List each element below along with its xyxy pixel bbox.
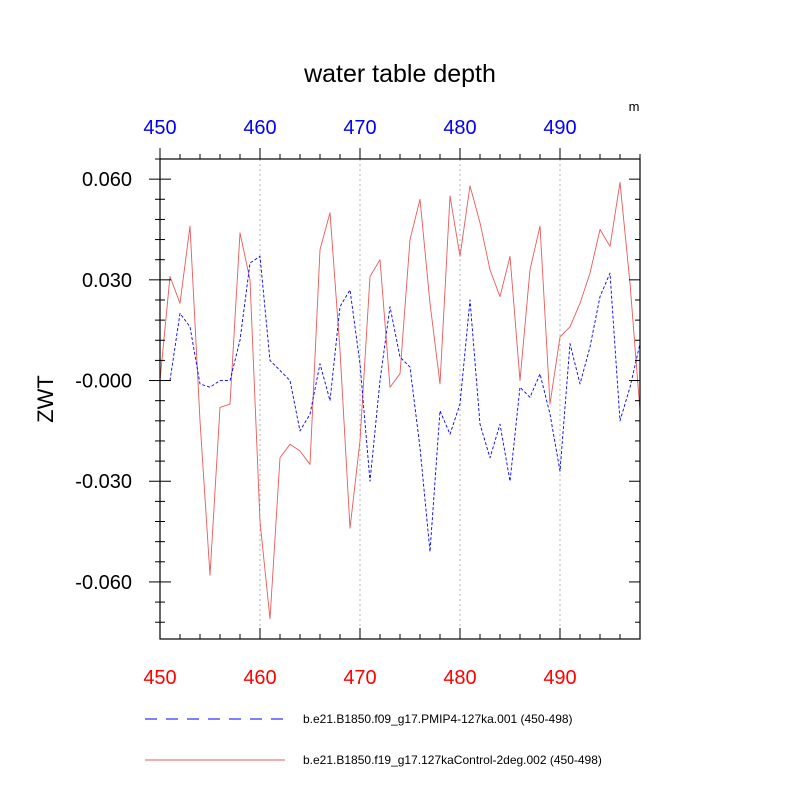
grid-layer [259, 159, 561, 639]
y-tick-label: 0.030 [82, 270, 132, 292]
series-line-1 [159, 182, 641, 620]
series-line-0 [160, 255, 641, 553]
top-x-tick-label: 480 [443, 117, 476, 139]
y-tick-label: -0.030 [75, 471, 132, 493]
y-tick-label: -0.060 [75, 572, 132, 594]
legend: b.e21.B1850.f09_g17.PMIP4-127ka.001 (450… [145, 712, 602, 767]
x-tick-label: 460 [243, 667, 276, 689]
tick-layer [149, 148, 641, 639]
x-tick-label: 470 [343, 667, 376, 689]
legend-label-1: b.e21.B1850.f19_g17.127kaControl-2deg.00… [303, 753, 602, 767]
x-tick-label: 490 [543, 667, 576, 689]
legend-label-0: b.e21.B1850.f09_g17.PMIP4-127ka.001 (450… [303, 712, 573, 726]
chart-title: water table depth [303, 60, 496, 88]
x-tick-label: 480 [443, 667, 476, 689]
x-tick-label: 450 [143, 667, 176, 689]
top-x-tick-label: 490 [543, 117, 576, 139]
series-layer [159, 182, 641, 620]
top-x-tick-label: 460 [243, 117, 276, 139]
top-x-tick-label: 450 [143, 117, 176, 139]
plot-frame [159, 158, 641, 640]
units-label: m [629, 99, 640, 114]
tick-label-layer: 450 450 460 460 470 470 480 480 490 490 0.060 0.030… [75, 117, 576, 689]
y-tick-label: -0.000 [75, 371, 132, 393]
y-axis-label: ZWT [33, 375, 58, 423]
top-x-tick-label: 470 [343, 117, 376, 139]
y-tick-label: 0.060 [82, 169, 132, 191]
